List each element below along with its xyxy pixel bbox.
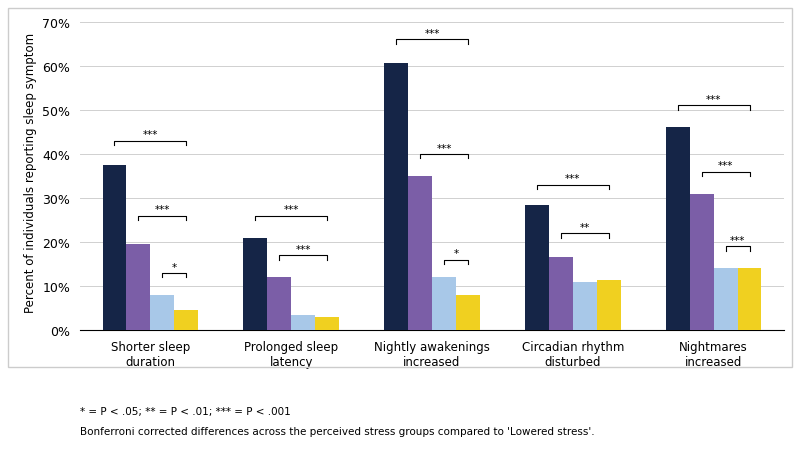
Bar (738, 269, 762, 330)
Bar (549, 258, 573, 330)
Text: ***: *** (718, 161, 734, 171)
Text: ***: *** (295, 244, 311, 254)
Text: ***: *** (436, 143, 452, 153)
Bar (174, 311, 198, 330)
Text: ***: *** (565, 174, 581, 184)
Text: **: ** (580, 223, 590, 232)
Bar (597, 280, 621, 330)
Bar (456, 295, 480, 330)
Text: ***: *** (154, 205, 170, 215)
Bar (408, 177, 432, 330)
Bar (714, 269, 738, 330)
Text: * = P < .05; ** = P < .01; *** = P < .001: * = P < .05; ** = P < .01; *** = P < .00… (80, 406, 290, 416)
Text: Bonferroni corrected differences across the perceived stress groups compared to : Bonferroni corrected differences across … (80, 426, 594, 436)
Text: ***: *** (706, 95, 722, 105)
Bar (150, 295, 174, 330)
Bar (666, 128, 690, 330)
Y-axis label: Percent of individuals reporting sleep symptom: Percent of individuals reporting sleep s… (24, 33, 37, 312)
Bar (573, 282, 597, 330)
Bar (267, 278, 291, 330)
Bar (243, 238, 267, 330)
Text: ***: *** (730, 235, 746, 246)
Bar (432, 278, 456, 330)
Text: ***: *** (424, 29, 440, 39)
Text: *: * (172, 262, 177, 272)
Bar (690, 194, 714, 330)
Text: ***: *** (142, 130, 158, 140)
Text: *: * (454, 249, 458, 259)
Bar (525, 205, 549, 330)
Bar (126, 245, 150, 330)
Bar (291, 315, 315, 330)
Bar (102, 166, 126, 330)
Bar (384, 64, 408, 330)
Text: ***: *** (283, 205, 299, 215)
Bar (315, 317, 339, 330)
